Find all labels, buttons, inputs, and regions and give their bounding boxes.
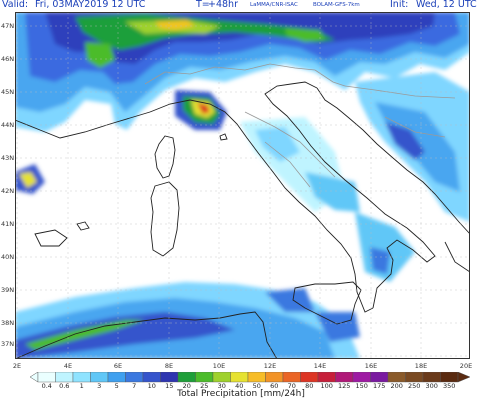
colorbar-tick-label: 175 (373, 382, 386, 390)
colorbar-tick-label: 70 (287, 382, 296, 390)
colorbar-swatch (247, 372, 266, 383)
colorbar-tick-label: 5 (114, 382, 119, 390)
colorbar-tick-label: 1 (79, 382, 84, 390)
precipitation-colorbar (30, 372, 470, 383)
colorbar-swatch (160, 372, 179, 383)
colorbar-tick-label: 250 (408, 382, 421, 390)
lat-label: 45N (1, 88, 15, 96)
colorbar-swatch (335, 372, 354, 383)
lead-time: +48hr (208, 0, 238, 10)
lat-label: 42N (1, 187, 15, 195)
colorbar-max-arrow (457, 372, 470, 383)
lat-label: 47N (1, 22, 15, 30)
colorbar-tick-label: 3 (97, 382, 102, 390)
colorbar-tick-label: 100 (320, 382, 333, 390)
lon-label: 20E (459, 362, 473, 370)
colorbar-swatch (212, 372, 231, 383)
colorbar-tick-label: 0.6 (59, 382, 70, 390)
colorbar-tick-label: 25 (200, 382, 209, 390)
colorbar-tick-label: 150 (355, 382, 368, 390)
map-header: Valid: Fri, 03MAY2019 12 UTC T= +48hr La… (0, 0, 482, 12)
coastlines (15, 81, 470, 359)
lon-label: 6E (113, 362, 123, 370)
lat-label: 39N (1, 286, 15, 294)
colorbar-swatch (352, 372, 371, 383)
lat-label: 40N (1, 253, 15, 261)
colorbar-swatch (422, 372, 441, 383)
colorbar-tick-label: 300 (425, 382, 438, 390)
lat-label: 38N (1, 319, 15, 327)
colorbar-tick-label: 200 (390, 382, 403, 390)
colorbar-swatch (107, 372, 126, 383)
lat-label: 41N (1, 220, 15, 228)
colorbar-swatch (405, 372, 424, 383)
valid-label: Valid: (2, 0, 29, 10)
colorbar-tick-label: 50 (252, 382, 261, 390)
colorbar-swatch (317, 372, 336, 383)
colorbar-swatch (37, 372, 56, 383)
colorbar-tick-label: 60 (270, 382, 279, 390)
colorbar-tick-label: 15 (165, 382, 174, 390)
model-name: BOLAM-GFS-7km (313, 2, 360, 8)
lon-label: 18E (414, 362, 428, 370)
colorbar-tick-label: 80 (305, 382, 314, 390)
colorbar-swatch (230, 372, 249, 383)
colorbar-swatch (387, 372, 406, 383)
lat-label: 44N (1, 121, 15, 129)
colorbar-swatch (90, 372, 109, 383)
colorbar-swatch (142, 372, 161, 383)
colorbar-tick-label: 7 (132, 382, 137, 390)
colorbar-min-arrow (30, 372, 39, 383)
colorbar-tick-label: 10 (147, 382, 156, 390)
precipitation-field (15, 12, 470, 359)
colorbar-swatch (125, 372, 144, 383)
colorbar-swatch (440, 372, 459, 383)
colorbar-swatch (177, 372, 196, 383)
colorbar-tick-label: 0.4 (41, 382, 52, 390)
colorbar-swatch (370, 372, 389, 383)
precipitation-map (15, 12, 470, 359)
country-borders (144, 63, 456, 188)
lead-label: T= (196, 0, 210, 10)
init-label: Init: (390, 0, 409, 10)
colorbar-tick-label: 30 (217, 382, 226, 390)
lon-label: 4E (63, 362, 73, 370)
lat-label: 46N (1, 55, 15, 63)
valid-time: Fri, 03MAY2019 12 UTC (35, 0, 146, 10)
lon-label: 14E (313, 362, 327, 370)
init-time: Wed, 12 UTC (416, 0, 477, 10)
colorbar-tick-label: 40 (235, 382, 244, 390)
colorbar-tick-label: 125 (338, 382, 351, 390)
colorbar-swatch (300, 372, 319, 383)
colorbar-title: Total Precipitation [mm/24h] (177, 389, 305, 399)
map-frame (15, 12, 470, 359)
colorbar-tick-label: 350 (443, 382, 456, 390)
lon-label: 10E (212, 362, 226, 370)
lat-label: 43N (1, 154, 15, 162)
lon-label: 16E (364, 362, 378, 370)
lon-label: 12E (263, 362, 277, 370)
model-credit: LaMMA/CNR-ISAC (250, 2, 298, 8)
colorbar-swatch (195, 372, 214, 383)
lon-label: 2E (12, 362, 22, 370)
colorbar-tick-label: 20 (182, 382, 191, 390)
colorbar-swatch (55, 372, 74, 383)
lon-label: 8E (164, 362, 174, 370)
colorbar-swatch (282, 372, 301, 383)
lat-label: 37N (1, 340, 15, 348)
colorbar-swatch (72, 372, 91, 383)
colorbar-swatch (265, 372, 284, 383)
